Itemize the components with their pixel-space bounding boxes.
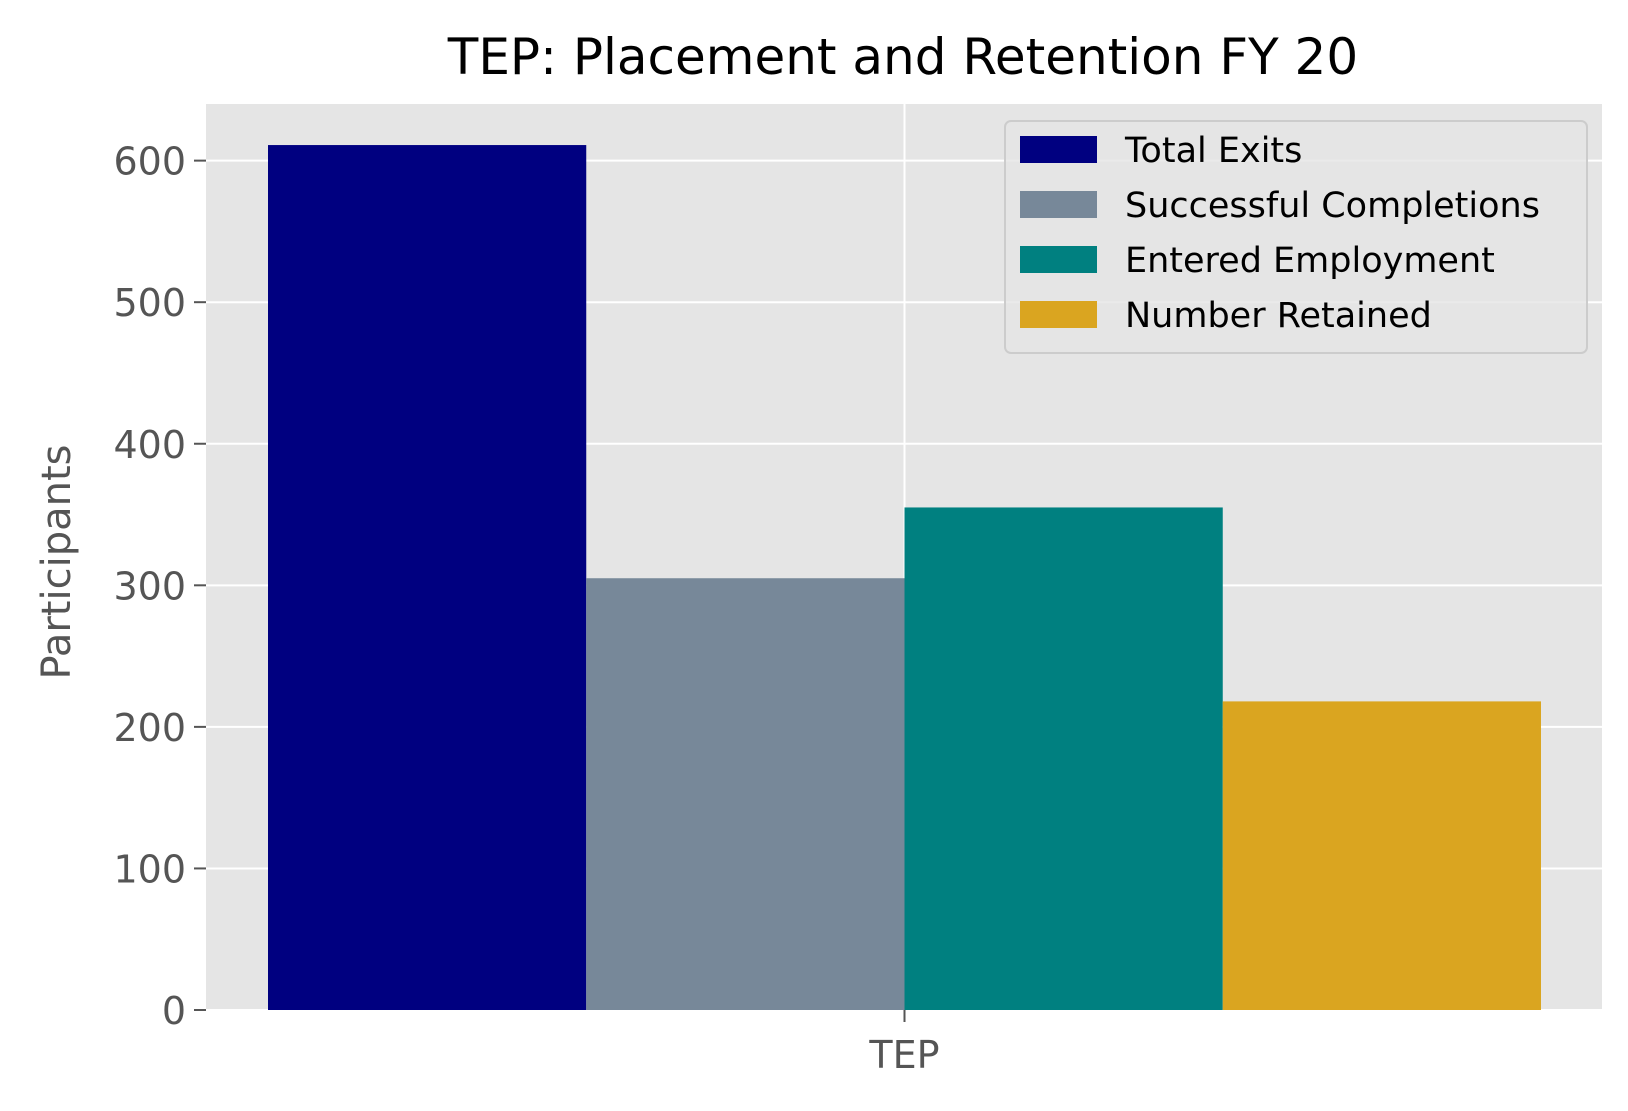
legend-swatch	[1020, 191, 1097, 218]
y-tick-label: 600	[113, 140, 186, 184]
legend: Total Exits Successful Completions Entered…	[1004, 120, 1588, 354]
bar-total-exits	[268, 145, 587, 1011]
y-axis-label: Participants	[34, 445, 80, 680]
y-tick-label: 100	[113, 847, 186, 891]
y-tick-label: 300	[113, 564, 186, 608]
axes: 0 100 200 300 400 500 600 TEP	[113, 140, 939, 1077]
chart-title: TEP: Placement and Retention FY 20	[447, 28, 1358, 86]
y-tick-label: 500	[113, 281, 186, 325]
y-tick-label: 0	[162, 989, 186, 1033]
y-tick-label: 200	[113, 706, 186, 750]
legend-label: Entered Employment	[1125, 241, 1495, 281]
legend-swatch	[1020, 301, 1097, 328]
x-tick-label: TEP	[868, 1033, 939, 1077]
bar-number-retained	[1222, 701, 1541, 1010]
legend-label: Successful Completions	[1125, 186, 1540, 226]
legend-swatch	[1020, 136, 1097, 163]
bar-entered-employment	[904, 507, 1223, 1010]
legend-label: Number Retained	[1125, 296, 1432, 336]
y-tick-label: 400	[113, 423, 186, 467]
legend-swatch	[1020, 246, 1097, 273]
legend-label: Total Exits	[1124, 131, 1302, 171]
legend-box	[1004, 120, 1588, 354]
bars	[268, 145, 1541, 1011]
bar-successful-completions	[586, 578, 905, 1010]
